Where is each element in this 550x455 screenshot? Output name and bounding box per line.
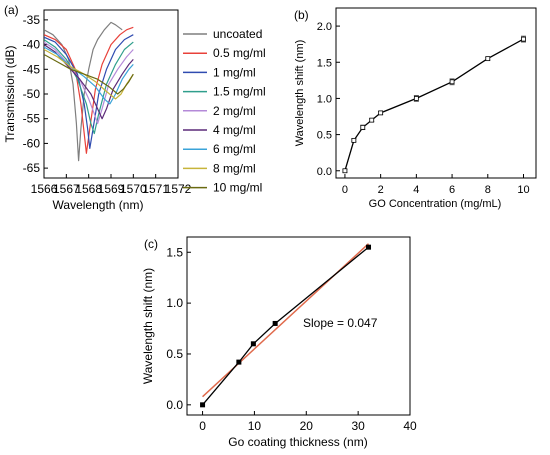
b-y-tick-label: 0.5 (317, 130, 332, 142)
panel-c: (c) 0.0 0.5 1.0 1.5 0 10 20 30 40 Slope = 0.047… (141, 236, 417, 449)
panel-b-data-point (351, 137, 357, 143)
panel-a-series (44, 21, 134, 162)
panel-a-y-ticks: -35 -40 -45 -50 -55 -60 -65 (23, 13, 48, 175)
panel-c-slope-annotation: Slope = 0.047 (303, 316, 378, 330)
a-y-tick-label: -60 (23, 136, 41, 150)
a-x-tick-label: 1572 (165, 182, 192, 196)
panel-a-legend-label-5: 4 mg/ml (213, 123, 256, 137)
panel-a-legend-label-8: 10 mg/ml (213, 181, 262, 195)
a-x-tick-label: 1567 (53, 182, 80, 196)
c-x-tick-label: 40 (403, 419, 417, 433)
panel-a-legend: uncoated 0.5 mg/ml 1 mg/ml 1.5 mg/ml 2 mg/ml… (183, 27, 266, 195)
c-x-tick-label: 10 (248, 419, 262, 433)
c-x-tick-label: 30 (351, 419, 365, 433)
panel-b-data-point (485, 56, 491, 62)
a-x-tick-label: 1571 (142, 182, 169, 196)
c-x-tick-label: 20 (300, 419, 314, 433)
panel-a-label: (a) (4, 3, 19, 17)
panel-b: (b) 0.0 0.5 1.0 1.5 2.0 0 2 4 6 8 10 GO Concentra… (294, 7, 537, 210)
panel-c-x-ticks: 0 10 20 30 40 (199, 411, 417, 433)
a-x-tick-label: 1566 (31, 182, 58, 196)
a-y-tick-label: -65 (23, 161, 41, 175)
panel-b-y-ticks: 0.0 0.5 1.0 1.5 2.0 (317, 21, 340, 178)
panel-a-legend-label-7: 8 mg/ml (213, 161, 256, 175)
panel-a-series-line-4 (44, 41, 134, 125)
b-x-tick-label: 0 (342, 184, 348, 196)
panel-a: (a) -35-40-45-50-55-60-65 15661567156815… (3, 3, 266, 212)
panel-c-frame (186, 236, 411, 416)
panel-c-y-ticks: 0.0 0.5 1.0 1.5 (166, 245, 191, 412)
panel-c-series (200, 244, 372, 408)
b-y-tick-label: 0.0 (317, 166, 332, 178)
panel-a-series-line-1 (44, 26, 134, 154)
a-y-tick-label: -55 (23, 112, 41, 126)
c-y-tick-label: 1.5 (166, 245, 183, 259)
b-x-tick-label: 10 (517, 184, 529, 196)
panel-b-data-point (521, 36, 526, 42)
c-y-tick-label: 0.5 (166, 347, 183, 361)
panel-a-legend-label-1: 0.5 mg/ml (213, 46, 266, 60)
panel-c-data-point (366, 244, 372, 250)
b-y-tick-label: 1.0 (317, 93, 332, 105)
panel-b-data-point (449, 79, 455, 85)
panel-c-data-point (272, 320, 278, 326)
panel-b-series (342, 35, 526, 174)
panel-c-data-point (236, 359, 242, 365)
a-y-tick-label: -40 (23, 38, 41, 52)
panel-c-label: (c) (144, 237, 158, 251)
panel-a-legend-label-2: 1 mg/ml (213, 65, 256, 79)
panel-a-legend-label-0: uncoated (213, 27, 262, 41)
a-x-tick-label: 1570 (120, 182, 147, 196)
panel-a-series-line-3 (44, 39, 134, 135)
panel-a-legend-label-6: 6 mg/ml (213, 142, 256, 156)
a-y-tick-label: -35 (23, 13, 41, 27)
b-x-tick-label: 4 (413, 184, 419, 196)
b-x-tick-label: 8 (485, 184, 491, 196)
panel-c-data-point (200, 402, 206, 408)
panel-b-data-point (342, 168, 348, 174)
c-y-tick-label: 1.0 (166, 296, 183, 310)
b-y-tick-label: 1.5 (317, 57, 332, 69)
c-y-tick-label: 0.0 (166, 398, 183, 412)
a-y-tick-label: -45 (23, 62, 41, 76)
panel-a-legend-label-3: 1.5 mg/ml (213, 85, 266, 99)
panel-a-series-line-2 (44, 34, 134, 149)
c-x-tick-label: 0 (199, 419, 206, 433)
panel-a-series-line-0 (44, 21, 123, 162)
panel-b-data-point (369, 117, 375, 123)
a-x-tick-label: 1568 (75, 182, 102, 196)
a-y-tick-label: -50 (23, 87, 41, 101)
b-x-tick-label: 6 (449, 184, 455, 196)
a-x-tick-label: 1569 (98, 182, 125, 196)
panel-c-y-axis-label: Wavelength shift (nm) (141, 268, 155, 384)
panel-b-data-point (378, 110, 384, 116)
b-y-tick-label: 2.0 (317, 21, 332, 33)
panel-a-legend-label-4: 2 mg/ml (213, 104, 256, 118)
panel-a-x-axis-label: Wavelength (nm) (53, 198, 144, 212)
panel-a-y-axis-label: Transmission (dB) (3, 46, 17, 143)
panel-b-y-axis-label: Wavelength shift (nm) (294, 40, 306, 147)
panel-b-label: (b) (294, 8, 309, 22)
b-x-tick-label: 2 (378, 184, 384, 196)
panel-a-series-line-6 (44, 46, 134, 105)
panel-b-data-point (360, 124, 366, 130)
panel-c-x-axis-label: Go coating thickness (nm) (228, 435, 367, 449)
panel-b-x-ticks: 0 2 4 6 8 10 (342, 174, 530, 196)
panel-b-x-axis-label: GO Concentration (mg/mL) (369, 198, 502, 210)
panel-a-series-line-8 (44, 53, 134, 95)
panel-b-frame (335, 7, 537, 179)
panel-c-data-point (250, 341, 256, 347)
panel-b-data-point (413, 96, 419, 101)
